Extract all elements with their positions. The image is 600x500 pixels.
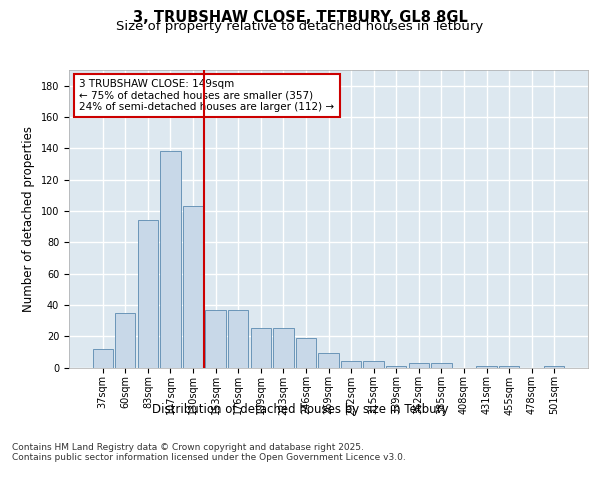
- Y-axis label: Number of detached properties: Number of detached properties: [22, 126, 35, 312]
- Bar: [341, 361, 361, 368]
- Bar: [409, 363, 429, 368]
- Bar: [499, 366, 519, 368]
- Text: Size of property relative to detached houses in Tetbury: Size of property relative to detached ho…: [116, 20, 484, 33]
- Bar: [476, 366, 497, 368]
- Bar: [183, 206, 203, 368]
- Bar: [296, 338, 316, 368]
- Bar: [386, 366, 406, 368]
- Text: 3, TRUBSHAW CLOSE, TETBURY, GL8 8GL: 3, TRUBSHAW CLOSE, TETBURY, GL8 8GL: [133, 10, 467, 25]
- Bar: [251, 328, 271, 368]
- Bar: [115, 312, 136, 368]
- Bar: [138, 220, 158, 368]
- Text: Contains HM Land Registry data © Crown copyright and database right 2025.
Contai: Contains HM Land Registry data © Crown c…: [12, 442, 406, 462]
- Text: 3 TRUBSHAW CLOSE: 149sqm
← 75% of detached houses are smaller (357)
24% of semi-: 3 TRUBSHAW CLOSE: 149sqm ← 75% of detach…: [79, 79, 335, 112]
- Bar: [273, 328, 293, 368]
- Bar: [160, 152, 181, 368]
- Bar: [92, 348, 113, 368]
- Bar: [319, 354, 338, 368]
- Bar: [431, 363, 452, 368]
- Text: Distribution of detached houses by size in Tetbury: Distribution of detached houses by size …: [152, 402, 448, 415]
- Bar: [228, 310, 248, 368]
- Bar: [205, 310, 226, 368]
- Bar: [364, 361, 384, 368]
- Bar: [544, 366, 565, 368]
